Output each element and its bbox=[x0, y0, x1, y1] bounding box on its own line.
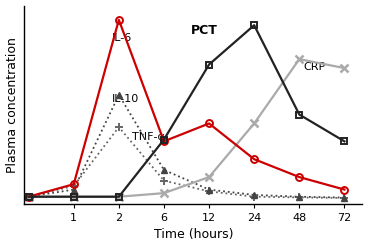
Text: CRP: CRP bbox=[304, 62, 326, 72]
Text: PCT: PCT bbox=[191, 24, 218, 37]
Text: IL-6: IL-6 bbox=[112, 33, 132, 43]
Y-axis label: Plasma concentration: Plasma concentration bbox=[6, 37, 18, 173]
Text: IL-10: IL-10 bbox=[112, 94, 139, 104]
X-axis label: Time (hours): Time (hours) bbox=[153, 228, 233, 242]
Text: TNF-α: TNF-α bbox=[132, 132, 165, 142]
